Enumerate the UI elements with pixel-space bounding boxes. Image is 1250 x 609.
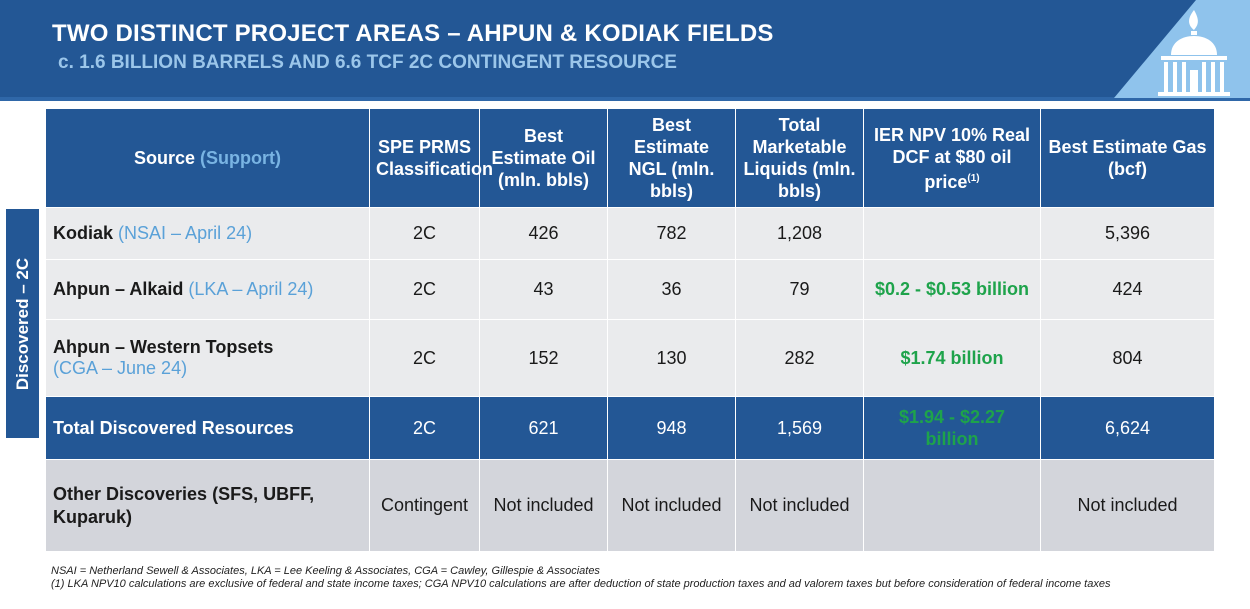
total-label: Total Discovered Resources bbox=[45, 396, 370, 460]
footnote-abbreviations: NSAI = Netherland Sewell & Associates, L… bbox=[51, 565, 600, 577]
row-source: Ahpun – Western Topsets (CGA – June 24) bbox=[45, 319, 370, 397]
other-npv bbox=[863, 459, 1041, 552]
cell-oil: 43 bbox=[479, 259, 608, 320]
cell-liquids: 79 bbox=[735, 259, 864, 320]
other-oil: Not included bbox=[479, 459, 608, 552]
discovered-side-label: Discovered – 2C bbox=[6, 209, 39, 438]
table-row: Kodiak (NSAI – April 24) 2C 426 782 1,20… bbox=[45, 207, 1215, 260]
other-spe: Contingent bbox=[369, 459, 480, 552]
cell-oil: 152 bbox=[479, 319, 608, 397]
total-spe: 2C bbox=[369, 396, 480, 460]
total-liquids: 1,569 bbox=[735, 396, 864, 460]
page-title: TWO DISTINCT PROJECT AREAS – AHPUN & KOD… bbox=[52, 20, 774, 47]
cell-npv: $1.74 billion bbox=[863, 319, 1041, 397]
cell-ngl: 782 bbox=[607, 207, 736, 260]
footnotes: NSAI = Netherland Sewell & Associates, L… bbox=[51, 565, 1110, 591]
col-header-gas: Best Estimate Gas (bcf) bbox=[1040, 108, 1215, 208]
other-gas: Not included bbox=[1040, 459, 1215, 552]
header-divider bbox=[0, 97, 1250, 101]
cell-oil: 426 bbox=[479, 207, 608, 260]
cell-ngl: 36 bbox=[607, 259, 736, 320]
cell-gas: 5,396 bbox=[1040, 207, 1215, 260]
col-header-source: Source (Support) bbox=[45, 108, 370, 208]
total-npv: $1.94 - $2.27 billion bbox=[863, 396, 1041, 460]
header-banner bbox=[0, 0, 1250, 98]
cell-spe: 2C bbox=[369, 207, 480, 260]
cell-gas: 804 bbox=[1040, 319, 1215, 397]
row-source: Ahpun – Alkaid (LKA – April 24) bbox=[45, 259, 370, 320]
cell-ngl: 130 bbox=[607, 319, 736, 397]
cell-gas: 424 bbox=[1040, 259, 1215, 320]
row-source: Kodiak (NSAI – April 24) bbox=[45, 207, 370, 260]
cell-liquids: 282 bbox=[735, 319, 864, 397]
total-ngl: 948 bbox=[607, 396, 736, 460]
other-discoveries-row: Other Discoveries (SFS, UBFF, Kuparuk) C… bbox=[45, 459, 1215, 552]
cell-npv bbox=[863, 207, 1041, 260]
cell-spe: 2C bbox=[369, 259, 480, 320]
cell-npv: $0.2 - $0.53 billion bbox=[863, 259, 1041, 320]
total-gas: 6,624 bbox=[1040, 396, 1215, 460]
col-header-npv: IER NPV 10% Real DCF at $80 oil price(1) bbox=[863, 108, 1041, 208]
col-header-ngl: Best Estimate NGL (mln. bbls) bbox=[607, 108, 736, 208]
table-row: Ahpun – Western Topsets (CGA – June 24) 2… bbox=[45, 319, 1215, 397]
table-header-row: Source (Support) SPE PRMS Classification… bbox=[45, 108, 1215, 208]
col-header-liquids: Total Marketable Liquids (mln. bbls) bbox=[735, 108, 864, 208]
total-row: Total Discovered Resources 2C 621 948 1,… bbox=[45, 396, 1215, 460]
other-liquids: Not included bbox=[735, 459, 864, 552]
capitol-dome-flame-logo bbox=[1114, 0, 1250, 98]
col-header-spe: SPE PRMS Classification bbox=[369, 108, 493, 208]
page-subtitle: c. 1.6 BILLION BARRELS AND 6.6 TCF 2C CO… bbox=[58, 52, 677, 73]
footnote-marker: (1) bbox=[967, 172, 980, 184]
footnote-npv: (1) LKA NPV10 calculations are exclusive… bbox=[51, 578, 1111, 590]
col-header-oil: Best Estimate Oil (mln. bbls) bbox=[479, 108, 608, 208]
total-oil: 621 bbox=[479, 396, 608, 460]
table-row: Ahpun – Alkaid (LKA – April 24) 2C 43 36… bbox=[45, 259, 1215, 320]
other-label: Other Discoveries (SFS, UBFF, Kuparuk) bbox=[45, 459, 370, 552]
other-ngl: Not included bbox=[607, 459, 736, 552]
resource-table: Source (Support) SPE PRMS Classification… bbox=[45, 108, 1215, 552]
side-label-text: Discovered – 2C bbox=[12, 257, 32, 390]
cell-liquids: 1,208 bbox=[735, 207, 864, 260]
cell-spe: 2C bbox=[369, 319, 480, 397]
col-header-source-sub: (Support) bbox=[200, 148, 281, 168]
